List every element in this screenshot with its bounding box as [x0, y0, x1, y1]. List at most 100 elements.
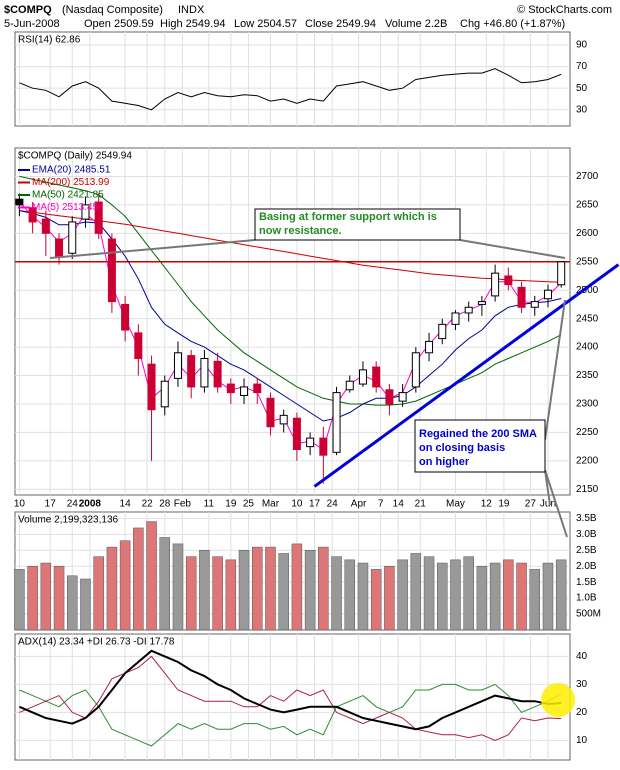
x-tick-label: 19 — [225, 499, 237, 510]
x-tick-label: 24 — [327, 499, 339, 510]
candle-body — [240, 386, 249, 396]
candle-body — [200, 357, 209, 388]
candle-body — [504, 275, 513, 286]
close: Close 2549.94 — [305, 18, 376, 30]
y-tick-label: 50 — [576, 83, 588, 94]
candle-body — [517, 286, 526, 308]
volume-bar — [384, 565, 395, 631]
candle-body — [187, 355, 196, 388]
note: Basing at former support which is now res… — [259, 211, 437, 237]
volume-bar — [410, 553, 422, 631]
candle-body — [438, 323, 447, 340]
volume-bar — [503, 559, 514, 631]
candle-body — [81, 204, 90, 220]
y-tick-label: 40 — [576, 651, 588, 662]
candle-body — [477, 301, 486, 305]
x-tick-label: 14 — [120, 499, 132, 510]
arrow — [544, 299, 566, 441]
volume-bar — [331, 556, 342, 631]
volume-bar — [450, 559, 461, 631]
volume-bar — [53, 565, 65, 631]
x-tick-label: 10 — [14, 499, 26, 510]
y-tick-label: 1.5B — [576, 577, 597, 588]
x-tick-label: 21 — [415, 499, 427, 510]
y-tick-label: 2250 — [576, 427, 599, 438]
candle-body — [173, 352, 182, 379]
x-tick-label: Jun — [540, 499, 556, 510]
candle-body — [372, 366, 381, 388]
x-tick-label: 12 — [481, 499, 493, 510]
y-tick-label: 2550 — [576, 256, 599, 267]
x-tick-label: 14 — [393, 499, 405, 510]
volume-bar — [27, 565, 38, 631]
volume-bar — [291, 543, 303, 631]
x-tick-label: 10 — [291, 499, 303, 510]
volume-bar — [199, 550, 210, 631]
volume-bar — [106, 546, 118, 631]
volume-bar — [370, 569, 382, 631]
volume-bar — [555, 559, 567, 631]
candle-body — [28, 207, 37, 223]
annotations: Basing at former support which is now res… — [49, 208, 575, 717]
y-tick-label: 3.5B — [576, 513, 597, 524]
volume-bar — [133, 527, 144, 631]
y-tick-label: 2450 — [576, 313, 599, 324]
rsi-line — [19, 68, 562, 111]
panel-label: Volume 2,199,323,136 — [18, 515, 119, 526]
candle-body — [411, 352, 420, 388]
volume-bar — [463, 556, 474, 631]
high: High 2549.94 — [160, 18, 225, 30]
ma-line — [19, 210, 562, 422]
candle-body — [530, 301, 539, 308]
x-tick-label: 19 — [498, 499, 510, 510]
x-tick-label: 2008 — [79, 499, 102, 510]
y-tick-label: 2300 — [576, 399, 599, 410]
candle-body — [160, 380, 169, 408]
y-tick-label: 70 — [576, 61, 588, 72]
y-tick-label: 2700 — [576, 171, 599, 182]
panel-label: RSI(14) 62.86 — [18, 35, 81, 46]
candle-body — [557, 261, 566, 286]
volume: Volume 2.2B — [385, 18, 447, 30]
low: Low 2504.57 — [234, 18, 297, 30]
candle-body — [279, 414, 288, 425]
y-tick-label: 2650 — [576, 200, 599, 211]
candle-body — [147, 363, 156, 411]
candle-body — [385, 389, 394, 405]
volume-bar — [238, 550, 250, 631]
y-tick-label: 2350 — [576, 370, 599, 381]
candle-body — [358, 369, 367, 385]
x-tick-label: Mar — [262, 499, 280, 510]
y-tick-label: 10 — [576, 735, 588, 746]
volume-bar — [252, 546, 263, 631]
x-tick-label: 28 — [159, 499, 171, 510]
exchange: INDX — [178, 4, 205, 16]
volume-bar — [146, 521, 157, 631]
volume-bar — [159, 537, 171, 631]
y-tick-label: 20 — [576, 707, 588, 718]
ma-line — [19, 175, 562, 406]
candle-body — [398, 392, 407, 402]
volume-bar — [93, 556, 104, 631]
volume-bar — [516, 562, 527, 631]
volume-bar — [278, 553, 289, 631]
x-tick-label: 7 — [378, 499, 384, 510]
candle-body — [292, 417, 301, 450]
y-tick-label: 2400 — [576, 342, 599, 353]
candle-body — [41, 218, 50, 234]
highlight — [541, 683, 575, 717]
name: (Nasdaq Composite) — [62, 4, 163, 16]
candle-body — [491, 272, 500, 297]
volume-bar — [437, 562, 448, 631]
volume-bar — [489, 562, 501, 631]
candle-body — [464, 306, 473, 314]
y-tick-label: 90 — [576, 40, 588, 51]
candle-body — [345, 380, 354, 391]
y-tick-label: 500M — [576, 609, 601, 620]
y-tick-label: 2.0B — [576, 561, 597, 572]
adx-line — [19, 683, 562, 747]
volume-bar — [476, 565, 488, 631]
panel-label: ADX(14) 23.34 +DI 26.73 -DI 17.78 — [18, 637, 175, 648]
note-box — [414, 419, 546, 473]
